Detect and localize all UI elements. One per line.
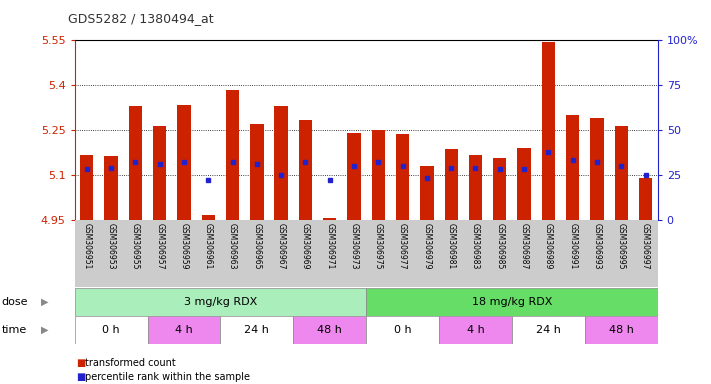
Text: ■: ■ <box>76 358 85 368</box>
Text: 48 h: 48 h <box>609 325 634 335</box>
Text: GSM306997: GSM306997 <box>641 223 650 270</box>
Bar <box>372 130 385 220</box>
Text: ▶: ▶ <box>41 297 49 307</box>
Text: GSM306977: GSM306977 <box>398 223 407 270</box>
Bar <box>153 126 166 220</box>
Text: GSM306969: GSM306969 <box>301 223 310 270</box>
Text: GSM306975: GSM306975 <box>374 223 383 270</box>
Bar <box>75 288 366 316</box>
Bar <box>566 115 579 220</box>
Bar <box>348 133 360 220</box>
Text: GSM306959: GSM306959 <box>179 223 188 270</box>
Bar <box>80 156 93 220</box>
Text: 24 h: 24 h <box>245 325 269 335</box>
Bar <box>148 316 220 344</box>
Bar <box>274 106 288 220</box>
Bar <box>396 134 410 220</box>
Bar <box>439 316 512 344</box>
Text: GSM306967: GSM306967 <box>277 223 286 270</box>
Text: GSM306979: GSM306979 <box>422 223 432 270</box>
Text: GSM306981: GSM306981 <box>447 223 456 269</box>
Bar <box>105 156 118 220</box>
Text: ▶: ▶ <box>41 325 49 335</box>
Bar <box>420 166 434 220</box>
Text: 0 h: 0 h <box>102 325 120 335</box>
Text: GSM306989: GSM306989 <box>544 223 553 270</box>
Text: GSM306971: GSM306971 <box>325 223 334 270</box>
Bar <box>518 148 530 220</box>
Bar <box>220 316 294 344</box>
Text: transformed count: transformed count <box>85 358 176 368</box>
Text: GSM306961: GSM306961 <box>204 223 213 270</box>
Bar <box>226 89 239 220</box>
Bar <box>614 126 628 220</box>
Text: GSM306955: GSM306955 <box>131 223 140 270</box>
Text: 3 mg/kg RDX: 3 mg/kg RDX <box>183 297 257 307</box>
Text: 48 h: 48 h <box>317 325 342 335</box>
Bar <box>542 42 555 220</box>
Text: GSM306991: GSM306991 <box>568 223 577 270</box>
Bar <box>129 106 142 220</box>
Text: GSM306983: GSM306983 <box>471 223 480 270</box>
Bar <box>366 288 658 316</box>
Text: 4 h: 4 h <box>466 325 484 335</box>
Text: 0 h: 0 h <box>394 325 412 335</box>
Bar <box>177 104 191 220</box>
Bar <box>469 156 482 220</box>
Text: GSM306953: GSM306953 <box>107 223 116 270</box>
Text: dose: dose <box>1 297 28 307</box>
Text: 24 h: 24 h <box>536 325 561 335</box>
Bar <box>299 119 312 220</box>
Bar <box>512 316 585 344</box>
Bar <box>493 158 506 220</box>
Text: percentile rank within the sample: percentile rank within the sample <box>85 372 250 382</box>
Bar <box>323 218 336 220</box>
Text: GSM306987: GSM306987 <box>520 223 528 270</box>
Bar <box>294 316 366 344</box>
Bar <box>590 118 604 220</box>
Text: GSM306993: GSM306993 <box>592 223 602 270</box>
Bar <box>444 149 458 220</box>
Bar <box>366 316 439 344</box>
Text: ■: ■ <box>76 372 85 382</box>
Text: time: time <box>1 325 27 335</box>
Text: GSM306965: GSM306965 <box>252 223 262 270</box>
Bar <box>250 124 264 220</box>
Bar <box>639 178 652 220</box>
Text: GSM306957: GSM306957 <box>155 223 164 270</box>
Text: GSM306963: GSM306963 <box>228 223 237 270</box>
Text: GSM306973: GSM306973 <box>350 223 358 270</box>
Text: 4 h: 4 h <box>175 325 193 335</box>
Text: GSM306995: GSM306995 <box>616 223 626 270</box>
Bar <box>202 215 215 220</box>
Bar <box>75 316 148 344</box>
Bar <box>585 316 658 344</box>
Text: GSM306951: GSM306951 <box>82 223 91 270</box>
Text: GSM306985: GSM306985 <box>496 223 504 270</box>
Text: 18 mg/kg RDX: 18 mg/kg RDX <box>471 297 552 307</box>
Text: GDS5282 / 1380494_at: GDS5282 / 1380494_at <box>68 12 213 25</box>
